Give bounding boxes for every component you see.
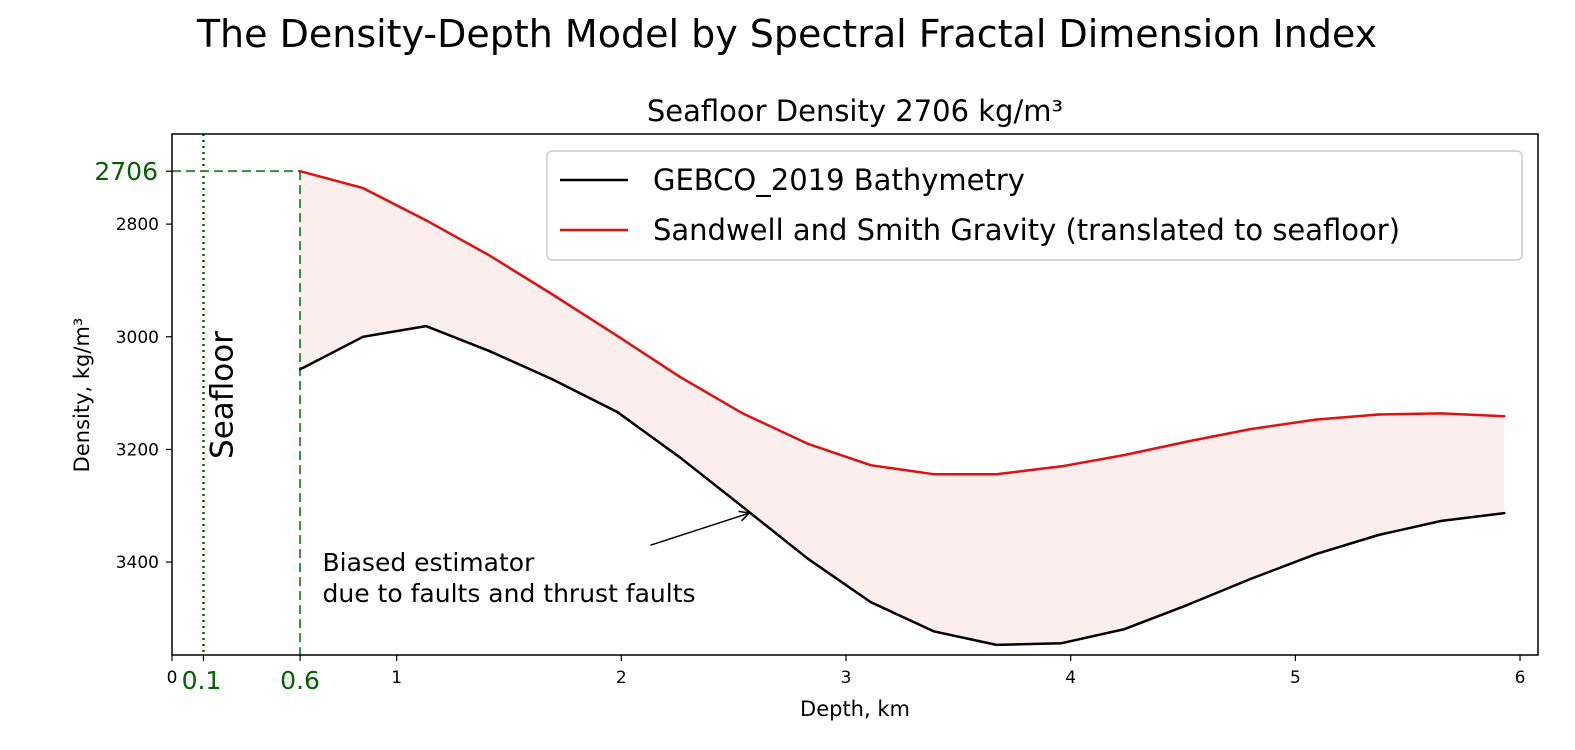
x-tick-label: 0 (167, 668, 178, 688)
seafloor-label: Seafloor (204, 331, 240, 459)
series-0-point (550, 377, 553, 381)
series-1-point (424, 218, 428, 222)
series-0-point (678, 456, 681, 459)
series-1-point (678, 375, 681, 378)
series-0-point (1060, 641, 1063, 645)
series-1-point (995, 472, 998, 476)
series-0-point (1186, 603, 1189, 607)
y-tick-label: 2800 (116, 215, 159, 235)
series-0-point (1314, 552, 1317, 556)
x-axis-label: Depth, km (800, 697, 910, 721)
series-0-point (1440, 519, 1443, 523)
series-0-point (487, 349, 490, 353)
plot-area: Seafloor 0 1 2 3 4 5 6 2800 3000 3200 3400 0.1 0.6 270… (94, 133, 1539, 695)
series-1-point (869, 463, 872, 467)
y-axis-label: Density, kg/m³ (70, 318, 94, 473)
series-0-point (869, 600, 872, 604)
highlight-x-tick-label: 0.6 (280, 666, 320, 695)
legend-label-1: Sandwell and Smith Gravity (translated t… (653, 213, 1400, 247)
x-tick-label: 6 (1515, 668, 1526, 688)
x-tick-label: 5 (1290, 668, 1301, 688)
legend-box (546, 150, 1523, 261)
series-1-point (487, 253, 490, 257)
series-1-point (1440, 412, 1443, 415)
series-1-point (550, 292, 553, 296)
series-0-point (932, 630, 935, 633)
axes-frame (171, 133, 1539, 656)
highlight-x-tick-label: 0.1 (182, 666, 222, 695)
series-1-point (932, 472, 935, 476)
series-1-point (1503, 414, 1506, 418)
series-0-point (1503, 511, 1506, 515)
series-1-point (1314, 418, 1317, 421)
series-0-point (1123, 627, 1126, 631)
series-0-point (298, 368, 302, 371)
series-0-point (1249, 577, 1252, 581)
x-tick-label: 1 (391, 668, 402, 688)
highlight-y-tick-label: 2706 (94, 157, 158, 186)
series-0-point (995, 643, 998, 647)
series-line-0 (299, 324, 1505, 647)
y-tick-label: 3400 (116, 553, 159, 573)
series-1-point (298, 169, 302, 173)
series-1-point (806, 442, 810, 445)
series-0-point (424, 324, 428, 328)
x-tick-label: 4 (1065, 668, 1076, 688)
y-tick-label: 3000 (116, 328, 159, 348)
fill-between-band (300, 171, 1505, 645)
series-1-point (1249, 427, 1252, 431)
series-0-point (615, 410, 619, 413)
annotation-arrow (650, 513, 750, 546)
series-0-point (1377, 533, 1380, 537)
series-1-point (1123, 453, 1126, 457)
y-tick-label: 3200 (116, 440, 159, 460)
series-1-point (1186, 440, 1189, 443)
series-1-point (615, 334, 619, 337)
series-line-1 (299, 169, 1505, 476)
series-0-point (741, 505, 744, 509)
series-1-point (361, 186, 365, 190)
x-tick-label: 3 (841, 668, 852, 688)
annotation-text-line: Biased estimator (323, 548, 536, 577)
series-1-point (1377, 413, 1380, 416)
series-1-point (741, 412, 744, 415)
legend-label-0: GEBCO_2019 Bathymetry (653, 163, 1025, 197)
series-0-point (806, 557, 810, 560)
figure-suptitle: The Density-Depth Model by Spectral Frac… (196, 12, 1377, 56)
series-1-point (1060, 465, 1063, 468)
series-0-point (361, 335, 365, 338)
annotation-text-line: due to faults and thrust faults (323, 579, 696, 608)
chart-title: Seafloor Density 2706 kg/m³ (647, 94, 1063, 128)
x-tick-label: 2 (616, 668, 627, 688)
